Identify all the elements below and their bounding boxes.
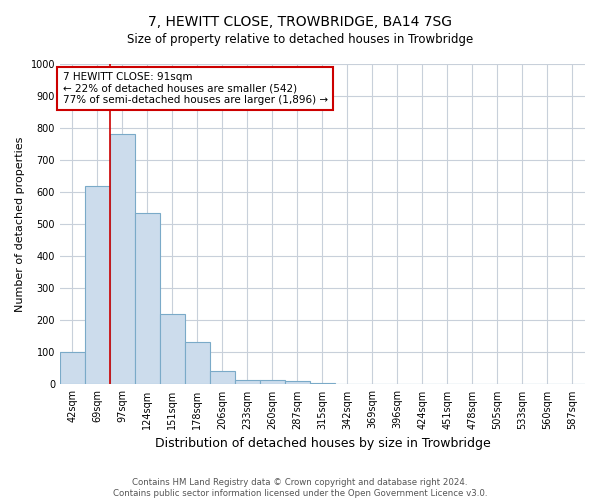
Bar [85,186,110,384]
Y-axis label: Number of detached properties: Number of detached properties [15,136,25,312]
Bar [210,370,235,384]
Text: Size of property relative to detached houses in Trowbridge: Size of property relative to detached ho… [127,32,473,46]
Text: 7 HEWITT CLOSE: 91sqm
← 22% of detached houses are smaller (542)
77% of semi-det: 7 HEWITT CLOSE: 91sqm ← 22% of detached … [62,72,328,105]
X-axis label: Distribution of detached houses by size in Trowbridge: Distribution of detached houses by size … [155,437,490,450]
Text: Contains HM Land Registry data © Crown copyright and database right 2024.
Contai: Contains HM Land Registry data © Crown c… [113,478,487,498]
Bar [160,314,185,384]
Bar [185,342,210,384]
Bar [260,380,285,384]
Bar [110,134,135,384]
Bar [235,380,260,384]
Bar [310,383,335,384]
Bar [60,352,85,384]
Bar [135,213,160,384]
Bar [285,381,310,384]
Text: 7, HEWITT CLOSE, TROWBRIDGE, BA14 7SG: 7, HEWITT CLOSE, TROWBRIDGE, BA14 7SG [148,15,452,29]
